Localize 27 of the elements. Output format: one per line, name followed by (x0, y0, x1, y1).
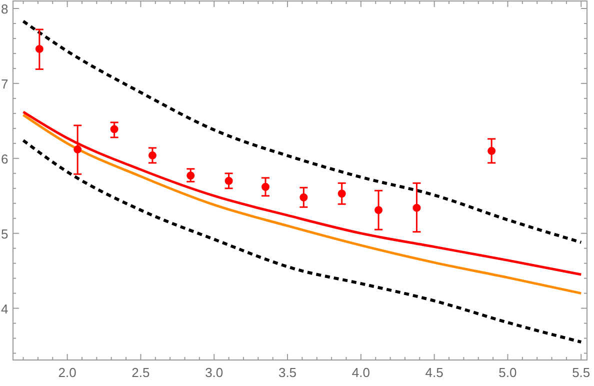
x-tick-label: 2.5 (132, 365, 150, 380)
y-tick-label: 4 (1, 301, 8, 316)
point (110, 125, 118, 134)
y-tick-label: 6 (1, 151, 8, 166)
point (374, 206, 383, 214)
point (35, 44, 44, 53)
point (488, 146, 496, 155)
x-tick-label: 5.0 (498, 365, 517, 380)
x-tick-label: 4.5 (425, 365, 444, 380)
point (224, 176, 233, 185)
point (186, 172, 195, 180)
point (148, 151, 156, 160)
x-tick-label: 2.0 (58, 365, 76, 380)
y-tick-label: 8 (1, 1, 8, 16)
x-tick-label: 3.5 (278, 365, 297, 380)
x-tick-label: 4.0 (352, 365, 370, 380)
y-tick-label: 5 (1, 226, 8, 242)
y-tick-label: 7 (1, 76, 8, 92)
point (338, 190, 346, 198)
point (74, 145, 82, 154)
x-tick-label: 5.5 (572, 365, 590, 380)
line-series (22, 138, 583, 344)
line-series (22, 20, 583, 244)
point (412, 204, 421, 212)
point (262, 182, 270, 191)
x-tick-label: 3.0 (205, 365, 224, 380)
point (300, 193, 308, 202)
